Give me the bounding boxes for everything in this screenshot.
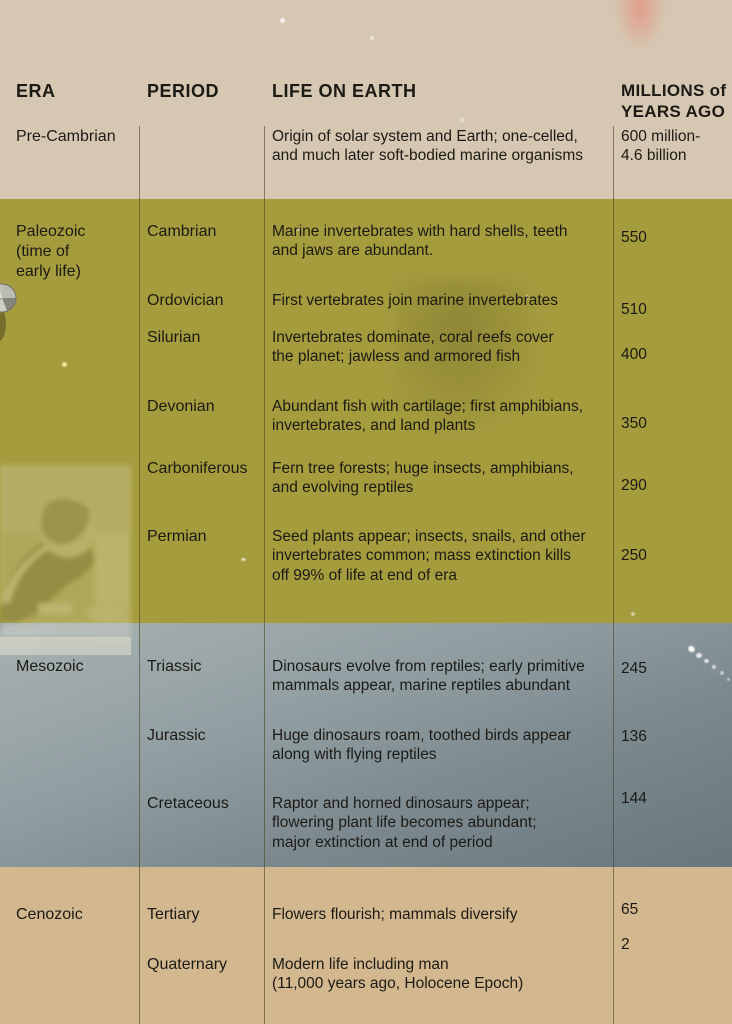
svg-text:GEORGE T. SAMBORSKI: GEORGE T. SAMBORSKI [126,479,131,489]
